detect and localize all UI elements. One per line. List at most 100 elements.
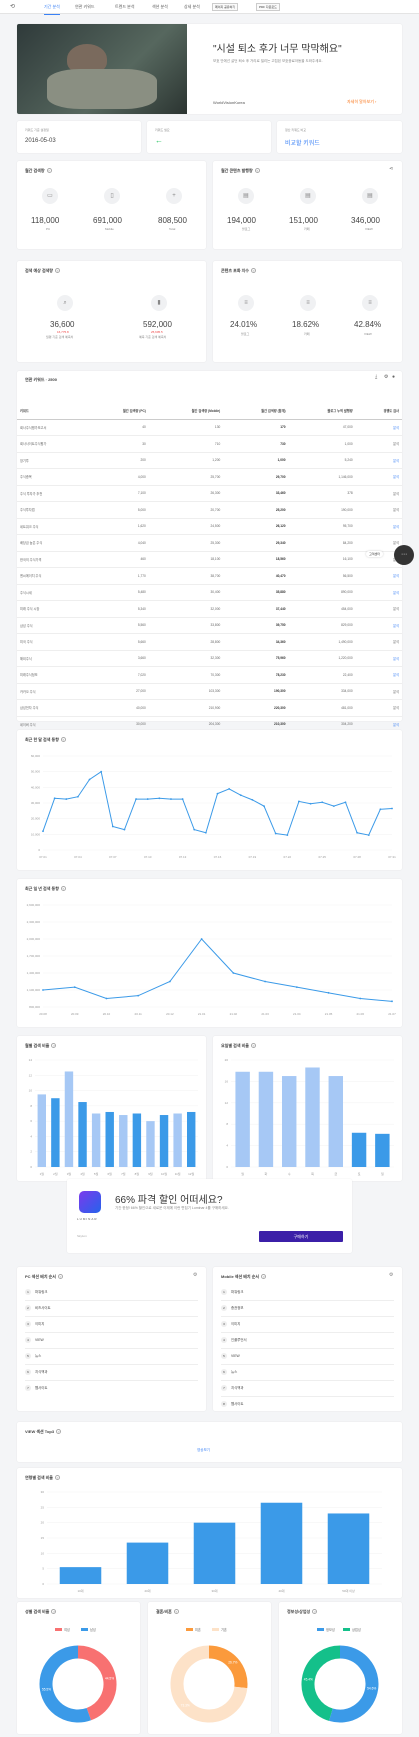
age-ratio-card: 연령별 검색 비율? 0 5 10 15 20 25 30 10대 20대 30대 40대 50대 이… (17, 1468, 402, 1598)
stat-label: VIEW (365, 227, 373, 231)
analyze-link[interactable]: 분석 (355, 666, 402, 684)
column-header[interactable]: 경쟁도 검사 (355, 403, 402, 420)
view-more-link[interactable]: 영상보기 (197, 1448, 210, 1452)
x-tick-label: 20.09 (71, 1012, 79, 1016)
filter-date[interactable]: 키워드 기준 설정일 2016-05-03 (17, 121, 141, 153)
analyze-link[interactable]: 분석 (355, 617, 402, 634)
tab-detail[interactable]: 상세 분석 (184, 4, 200, 9)
back-icon[interactable]: ⟲ (10, 4, 16, 10)
analyze-link[interactable]: 분석 (355, 600, 402, 618)
help-icon[interactable]: ? (60, 886, 66, 891)
settings-icon[interactable]: ⚙ (389, 1272, 394, 1278)
download-icon[interactable]: ⤓ (375, 374, 378, 380)
luminar-ad[interactable]: LUMINAR 66% 파격 할인 어떠세요? 기간 한정! 66% 할인으로 … (67, 1179, 352, 1253)
stat-label: 블로그 (242, 227, 251, 231)
help-icon[interactable]: ? (54, 1475, 60, 1480)
share-icon[interactable]: ⋖ (389, 166, 394, 172)
table-row: 주식 투자가 추천 7,100 26,300 33,460 378 분석 (17, 485, 402, 502)
buy-button[interactable]: 구매하기 (259, 1231, 343, 1242)
x-tick-label: 21.02 (230, 1012, 238, 1016)
analyze-link[interactable]: 분석 (355, 534, 402, 552)
ad-cta[interactable]: 자세히 알아보기 › (347, 99, 377, 104)
tab-related[interactable]: 연관 키워드 (75, 4, 95, 9)
help-icon[interactable]: ? (173, 1609, 179, 1614)
rank-number: 4 (221, 1337, 227, 1343)
analyze-link[interactable]: 분석 (355, 419, 402, 436)
filter-keyword[interactable]: 키워드 필요 ← (147, 121, 271, 153)
analyze-link[interactable]: 분석 (355, 584, 402, 601)
help-icon[interactable]: ? (254, 168, 260, 173)
help-icon[interactable]: ? (250, 268, 256, 273)
table-cell: 38,700 (148, 567, 224, 585)
table-row: 삼성 주식 5,560 33,800 39,750 829,000 분석 (17, 617, 402, 634)
help-icon[interactable]: ? (250, 1043, 256, 1048)
y-tick-label: 1,400,000 (27, 971, 41, 975)
column-header[interactable]: 키워드 (17, 403, 87, 420)
db-icon: ≡ (362, 295, 378, 311)
tab-section[interactable]: 섹션 분석 (152, 4, 168, 9)
x-tick-label: 21.04 (293, 1012, 301, 1016)
help-icon[interactable]: ? (57, 1274, 63, 1279)
keyword-cell: 삼성전자 주식 (17, 699, 87, 717)
column-header[interactable]: 월간 검색량 (합계) (223, 403, 289, 420)
help-icon[interactable]: ? (60, 737, 66, 742)
analyze-link[interactable]: 분석 (355, 567, 402, 585)
card-title: 월간 콘텐츠 발행량? (221, 168, 260, 173)
table-cell: 5,480 (86, 584, 149, 601)
filter-icon[interactable]: ● (392, 374, 396, 380)
analyze-link[interactable]: 분석 (355, 518, 402, 535)
help-icon[interactable]: ? (51, 1609, 57, 1614)
settings-icon[interactable]: ⚙ (193, 1272, 198, 1278)
y-tick-label: 20 (41, 1521, 45, 1525)
settings-icon[interactable]: ⚙ (384, 374, 389, 380)
compare-input[interactable]: 비교할 키워드 (285, 141, 320, 147)
x-tick-label: 21.06 (357, 1012, 365, 1016)
filter-compare[interactable]: 정산 키워드 비교 비교할 키워드 (277, 121, 402, 153)
y-tick-label: 0 (42, 1582, 44, 1586)
rank-item: 3 이미지 (221, 1321, 244, 1327)
analyze-link[interactable]: 분석 (355, 452, 402, 469)
tab-trend[interactable]: 트렌드 분석 (115, 4, 135, 9)
column-header[interactable]: 월간 검색량 (Mobile) (148, 403, 224, 420)
table-row: 미래주식정보 7,020 70,300 78,230 22,400 분석 (17, 666, 402, 684)
help-icon[interactable]: ? (261, 1274, 267, 1279)
column-header[interactable]: 월간 검색량 (PC) (86, 403, 149, 420)
analyze-link[interactable]: 분석 (355, 633, 402, 651)
help-icon[interactable]: ? (56, 1429, 62, 1434)
keyword-cell: 미래 주식 시장 (17, 600, 87, 618)
table-row: 미국 주식 5,660 28,800 34,360 1,490,000 분석 (17, 633, 402, 651)
help-icon[interactable]: ? (51, 1043, 57, 1048)
bar (351, 1132, 367, 1167)
ad-banner[interactable]: "시설 퇴소 후가 너무 막막해요" 보호 안에선 살던 퇴소 후 거리로 밀리… (17, 24, 402, 114)
monthly-search-card: 월간 검색량? ▭ ▯ + 118,000 691,000 808,500 PC… (17, 161, 206, 249)
column-header[interactable]: 블로그 누적 발행량 (288, 403, 356, 420)
help-icon[interactable]: ? (312, 1609, 318, 1614)
help-icon[interactable]: ? (46, 168, 52, 173)
table-cell: 334,000 (288, 683, 356, 700)
analyze-link[interactable]: 분석 (355, 485, 402, 502)
y-tick-label: 50,000 (31, 770, 41, 774)
pdf-button[interactable]: PDF 다운로드 (256, 3, 280, 11)
table-cell: 210,900 (148, 699, 224, 717)
filter-value[interactable]: 2016-05-03 (25, 138, 56, 144)
table-cell: 730 (223, 435, 289, 453)
table-cell: 460 (86, 551, 149, 568)
analyze-link[interactable]: 분석 (355, 435, 402, 453)
help-icon[interactable]: ? (54, 268, 60, 273)
analyze-link[interactable]: 분석 (355, 699, 402, 717)
analyze-link[interactable]: 분석 (355, 683, 402, 700)
arrow-left-icon[interactable]: ← (155, 136, 163, 145)
chat-button[interactable]: ⋯ (394, 545, 414, 565)
tab-period[interactable]: 기간 분석 (44, 4, 60, 15)
analyze-link[interactable]: 분석 (355, 650, 402, 667)
bars-icon: ▮ (151, 295, 167, 311)
analyze-link[interactable]: 분석 (355, 468, 402, 486)
table-cell: 103,300 (148, 683, 224, 700)
rank-item: 7 웹사이트 (25, 1385, 51, 1391)
yearly-line-chart: 800,000 1,100,000 1,400,000 1,700,000 2,000,… (27, 903, 396, 1016)
legend-swatch (55, 1628, 62, 1631)
analyze-link[interactable]: 분석 (355, 501, 402, 519)
rank-number: 4 (25, 1337, 31, 1343)
share-button[interactable]: 페이지 공유하기 (212, 3, 239, 11)
series-line (42, 770, 393, 836)
